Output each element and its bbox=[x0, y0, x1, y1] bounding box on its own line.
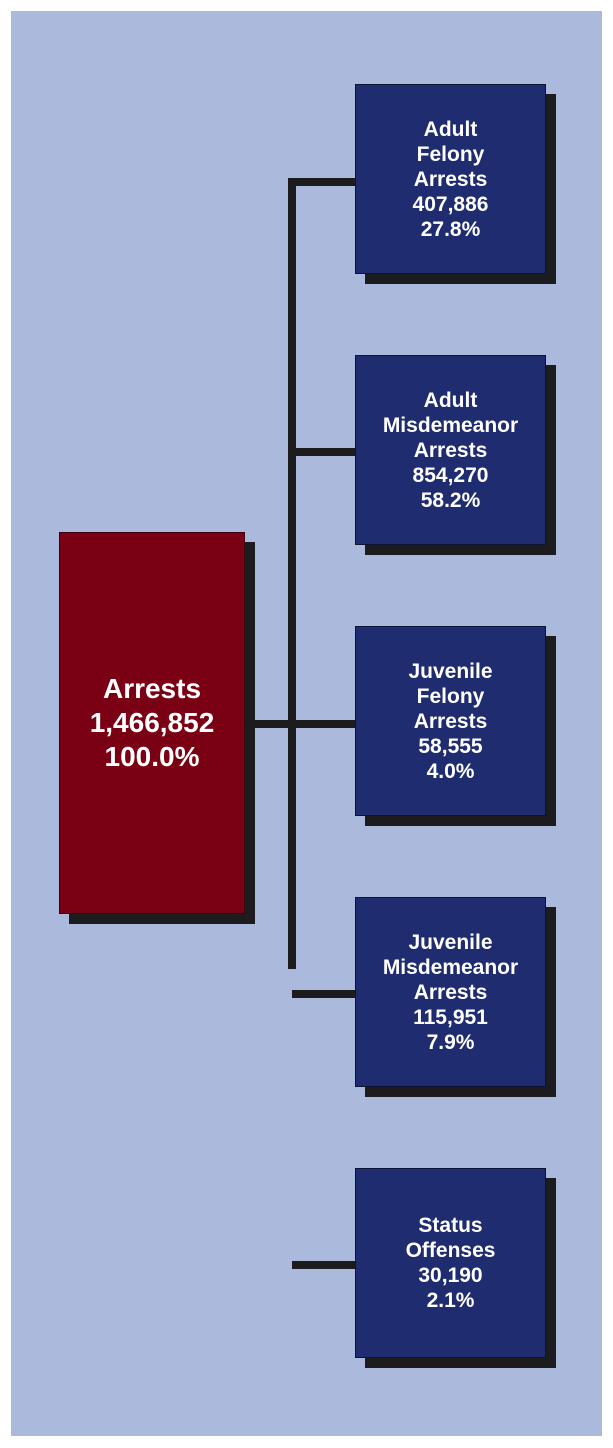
diagram-panel: Arrests 1,466,852 100.0% Adult Felony Ar… bbox=[11, 11, 602, 1436]
root-count: 1,466,852 bbox=[89, 707, 215, 738]
branch-connector-3 bbox=[292, 720, 355, 728]
child-label-line: Offenses bbox=[405, 1239, 496, 1262]
child-label-line: Misdemeanor bbox=[382, 955, 519, 979]
child-node-adult-misdemeanor: Adult Misdemeanor Arrests 854,270 58.2% bbox=[355, 355, 546, 545]
child-count: 115,951 bbox=[413, 1005, 488, 1029]
child-label-line: Arrests bbox=[413, 167, 488, 191]
child-label-line: Juvenile bbox=[408, 930, 493, 954]
child-label-line: Felony bbox=[416, 142, 485, 166]
child-label-line: Adult bbox=[423, 388, 478, 412]
root-percent: 100.0% bbox=[104, 741, 200, 772]
child-label-line: Arrests bbox=[413, 709, 488, 733]
branch-connector-1 bbox=[292, 178, 355, 186]
child-label-line: Felony bbox=[416, 684, 485, 708]
child-percent: 4.0% bbox=[426, 759, 475, 783]
child-label-line: Arrests bbox=[413, 980, 488, 1004]
child-count: 30,190 bbox=[418, 1264, 483, 1287]
root-label: Arrests bbox=[102, 673, 202, 704]
child-node-juvenile-misdemeanor: Juvenile Misdemeanor Arrests 115,951 7.9… bbox=[355, 897, 546, 1087]
child-count: 407,886 bbox=[412, 192, 489, 216]
branch-connector-4 bbox=[292, 990, 355, 998]
child-count: 58,555 bbox=[418, 734, 483, 758]
child-percent: 2.1% bbox=[426, 1289, 475, 1312]
child-percent: 58.2% bbox=[420, 488, 481, 512]
child-label-line: Juvenile bbox=[408, 659, 493, 683]
child-count: 854,270 bbox=[412, 463, 489, 487]
branch-connector-5 bbox=[292, 1261, 355, 1269]
child-percent: 27.8% bbox=[420, 217, 481, 241]
child-label-line: Arrests bbox=[413, 438, 488, 462]
trunk-vertical-connector bbox=[288, 178, 296, 969]
branch-connector-2 bbox=[292, 448, 355, 456]
child-percent: 7.9% bbox=[426, 1030, 475, 1054]
child-label-line: Adult bbox=[423, 117, 478, 141]
child-node-adult-felony: Adult Felony Arrests 407,886 27.8% bbox=[355, 84, 546, 274]
child-label-line: Status bbox=[418, 1214, 483, 1237]
child-label-line: Misdemeanor bbox=[382, 413, 519, 437]
root-node-arrests: Arrests 1,466,852 100.0% bbox=[59, 532, 245, 914]
child-node-status-offenses: Status Offenses 30,190 2.1% bbox=[355, 1168, 546, 1358]
child-node-juvenile-felony: Juvenile Felony Arrests 58,555 4.0% bbox=[355, 626, 546, 816]
